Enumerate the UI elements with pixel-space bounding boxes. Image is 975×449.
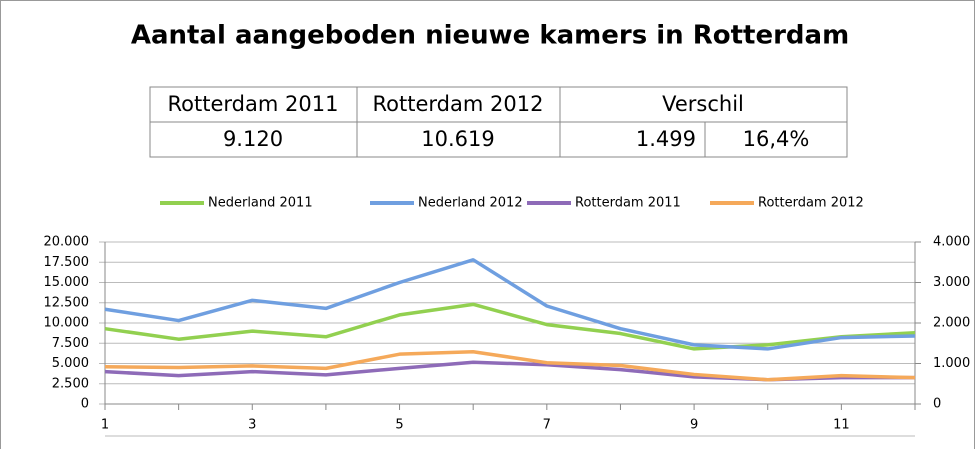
legend-label: Nederland 2011 — [208, 196, 313, 211]
x-tick-label: 5 — [395, 418, 403, 433]
y-tick-label: 15.000 — [44, 275, 90, 290]
x-tick-label: 3 — [248, 418, 256, 433]
series-line — [104, 302, 916, 351]
x-tick-label: 9 — [690, 418, 698, 433]
y2-tick-label: 3.000 — [933, 275, 970, 290]
table-cell: 16,4% — [743, 127, 810, 151]
table-cell: 9.120 — [223, 127, 283, 151]
y-tick-label: 7.500 — [52, 336, 89, 351]
table-header: Rotterdam 2012 — [373, 92, 544, 116]
y-tick-label: 10.000 — [44, 316, 90, 331]
series-line — [104, 258, 916, 351]
table-header: Rotterdam 2011 — [168, 92, 339, 116]
y-tick-label: 12.500 — [44, 295, 90, 310]
x-tick-label: 1 — [101, 418, 109, 433]
y2-tick-label: 1.000 — [933, 356, 970, 371]
y-tick-label: 2.500 — [52, 376, 89, 391]
y-tick-label: 17.500 — [44, 255, 90, 270]
x-tick-label: 11 — [833, 418, 850, 433]
y-tick-label: 0 — [81, 397, 89, 412]
y2-tick-label: 2.000 — [933, 316, 970, 331]
table-grid — [149, 86, 848, 158]
y2-tick-label: 4.000 — [933, 235, 970, 250]
y-tick-label: 20.000 — [44, 235, 90, 250]
table-cell: 1.499 — [636, 127, 696, 151]
chart-title: Aantal aangeboden nieuwe kamers in Rotte… — [131, 21, 849, 51]
table-header: Verschil — [662, 92, 744, 116]
y-tick-label: 5.000 — [52, 356, 89, 371]
legend-label: Rotterdam 2012 — [758, 196, 864, 211]
y2-tick-label: 0 — [933, 397, 941, 412]
series-line — [104, 350, 916, 382]
table-cell: 10.619 — [421, 127, 494, 151]
legend-label: Nederland 2012 — [418, 196, 523, 211]
legend-label: Rotterdam 2011 — [575, 196, 681, 211]
x-tick-label: 7 — [543, 418, 551, 433]
